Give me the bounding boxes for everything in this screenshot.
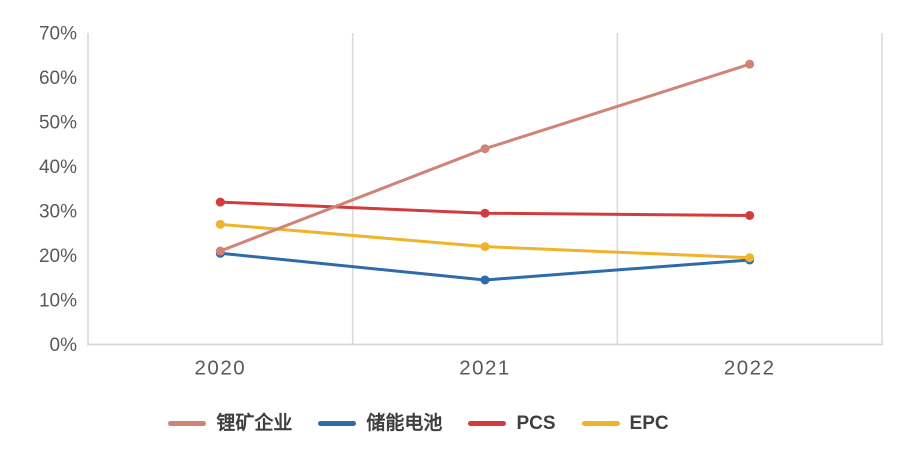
legend-item-epc: EPC [581, 413, 669, 434]
legend-label: 锂矿企业 [216, 413, 293, 434]
x-axis-tick-label: 2021 [459, 357, 511, 380]
y-axis-tick-label: 70% [39, 24, 77, 45]
y-axis-tick-label: 50% [39, 113, 77, 134]
series-point-lithium-miners [215, 246, 225, 256]
series-point-pcs [480, 208, 490, 218]
y-axis-tick-label: 10% [39, 291, 77, 312]
y-axis-tick-label: 20% [39, 246, 77, 267]
series-point-lithium-miners [480, 144, 490, 154]
legend-item-ess-battery: 储能电池 [318, 414, 442, 433]
legend-item-pcs: PCS [468, 413, 556, 434]
series-point-epc [480, 242, 490, 252]
series-point-epc [215, 219, 225, 229]
series-point-ess-battery [480, 275, 490, 285]
legend-swatch-lithium-miners [168, 421, 207, 426]
y-axis-tick-label: 30% [39, 202, 77, 223]
series-line-lithium-miners [218, 62, 752, 253]
y-axis-tick-label: 40% [39, 157, 77, 178]
y-axis-tick-label: 0% [50, 335, 78, 356]
legend-label: 储能电池 [366, 413, 443, 434]
series-point-epc [745, 253, 755, 263]
legend-swatch-ess-battery [318, 421, 357, 426]
x-axis-tick-label: 2020 [195, 357, 247, 380]
series-point-pcs [745, 210, 755, 220]
legend-label: PCS [516, 413, 556, 434]
series-line-epc [218, 222, 752, 260]
x-axis-tick-label: 2022 [724, 357, 776, 380]
chart-legend: 锂矿企业 储能电池 PCS EPC [0, 414, 907, 433]
legend-swatch-pcs [468, 421, 507, 426]
series-point-lithium-miners [745, 59, 755, 69]
series-point-pcs [215, 197, 225, 207]
legend-item-lithium-miners: 锂矿企业 [168, 414, 292, 433]
legend-label: EPC [629, 413, 669, 434]
legend-swatch-epc [581, 421, 620, 426]
y-axis-tick-label: 60% [39, 68, 77, 89]
